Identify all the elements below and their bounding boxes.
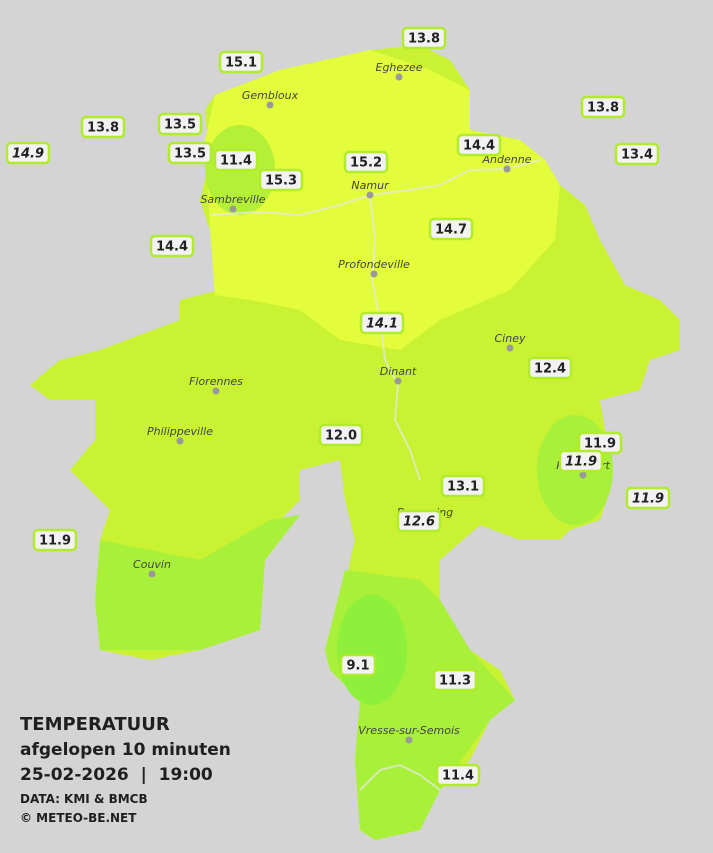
station-value: 15.2 (350, 156, 382, 171)
station-value: 11.9 (632, 492, 664, 507)
town-name: Eghezee (376, 61, 423, 74)
station-value: 11.9 (39, 534, 71, 549)
town-dot (176, 437, 184, 445)
station-box (432, 668, 478, 692)
river (369, 194, 421, 481)
station-value: 14.9 (12, 147, 44, 162)
legend-title: TEMPERATUUR (20, 714, 170, 735)
legend-source: DATA: KMI & BMCB (20, 792, 148, 806)
station-box (318, 423, 364, 447)
station-box (580, 95, 626, 119)
station-value: 14.1 (366, 317, 398, 332)
station-value: 11.9 (565, 455, 597, 470)
station-box (258, 168, 304, 192)
station-value: 13.8 (408, 32, 440, 47)
station-value: 15.3 (265, 174, 297, 189)
station-box (401, 26, 447, 50)
river (209, 159, 541, 217)
station-value: 13.4 (621, 148, 653, 163)
legend-credit: © METEO-BE.NET (20, 811, 137, 825)
station-value: 15.1 (225, 56, 257, 71)
station-box (5, 141, 51, 165)
station-value: 13.1 (447, 480, 479, 495)
station-box (80, 115, 126, 139)
town-dot (229, 205, 237, 213)
station-box (440, 474, 486, 498)
town-dot (148, 570, 156, 578)
town-name: Dinant (380, 365, 417, 378)
station-value: 12.6 (403, 515, 435, 530)
stations: 13.8 15.1 13.8 13.8 13.5 14.9 13.5 11.4 14.4 15.2… (5, 26, 671, 787)
station-box (456, 133, 502, 157)
town-name: Philippeville (147, 425, 213, 438)
station-box (558, 449, 604, 473)
town-dot (394, 377, 402, 385)
town-name: Namur (351, 179, 390, 192)
town-dot (503, 165, 511, 173)
town-name: Gembloux (242, 89, 299, 102)
town-dot (266, 101, 274, 109)
station-box (614, 142, 660, 166)
town-dot (579, 471, 587, 479)
legend-datetime: 25-02-2026 | 19:00 (20, 765, 213, 785)
station-value: 11.4 (442, 769, 474, 784)
town-dot (212, 387, 220, 395)
legend-subtitle: afgelopen 10 minuten (20, 740, 231, 760)
station-value: 11.4 (220, 154, 252, 169)
legend: TEMPERATUUR afgelopen 10 minuten 25-02-2… (20, 714, 231, 825)
station-box (625, 486, 671, 510)
station-box (428, 217, 474, 241)
river (359, 763, 441, 791)
town-name: Florennes (189, 375, 243, 388)
town-name: Sambreville (200, 193, 265, 206)
station-value: 13.8 (587, 101, 619, 116)
station-box (32, 528, 78, 552)
station-value: 13.5 (174, 147, 206, 162)
station-value: 11.9 (584, 437, 616, 452)
station-value: 13.8 (87, 121, 119, 136)
station-value: 12.0 (325, 429, 357, 444)
station-box (343, 150, 389, 174)
town-dot (506, 344, 514, 352)
station-value: 14.7 (435, 223, 467, 238)
town-dot (405, 736, 413, 744)
station-box (396, 509, 442, 533)
station-box (435, 763, 481, 787)
station-box (339, 653, 377, 677)
town-dot (395, 73, 403, 81)
warm-zone (205, 50, 560, 350)
station-box (359, 311, 405, 335)
station-box (157, 112, 203, 136)
station-value: 13.5 (164, 118, 196, 133)
station-box (167, 141, 213, 165)
station-box (213, 148, 259, 172)
cold-zone (337, 595, 407, 705)
station-value: 14.4 (463, 139, 495, 154)
station-box (527, 356, 573, 380)
town-dot (370, 270, 378, 278)
town-dot (366, 191, 374, 199)
town-name: Vresse-sur-Semois (358, 724, 460, 737)
station-box (149, 234, 195, 258)
cool-zone (95, 515, 300, 650)
town-name: Profondeville (338, 258, 410, 271)
station-value: 12.4 (534, 362, 566, 377)
town-name: Ciney (495, 332, 526, 345)
station-value: 9.1 (346, 659, 369, 674)
station-value: 11.3 (439, 674, 471, 689)
town-name: Couvin (133, 558, 171, 571)
station-value: 14.4 (156, 240, 188, 255)
station-box (218, 50, 264, 74)
